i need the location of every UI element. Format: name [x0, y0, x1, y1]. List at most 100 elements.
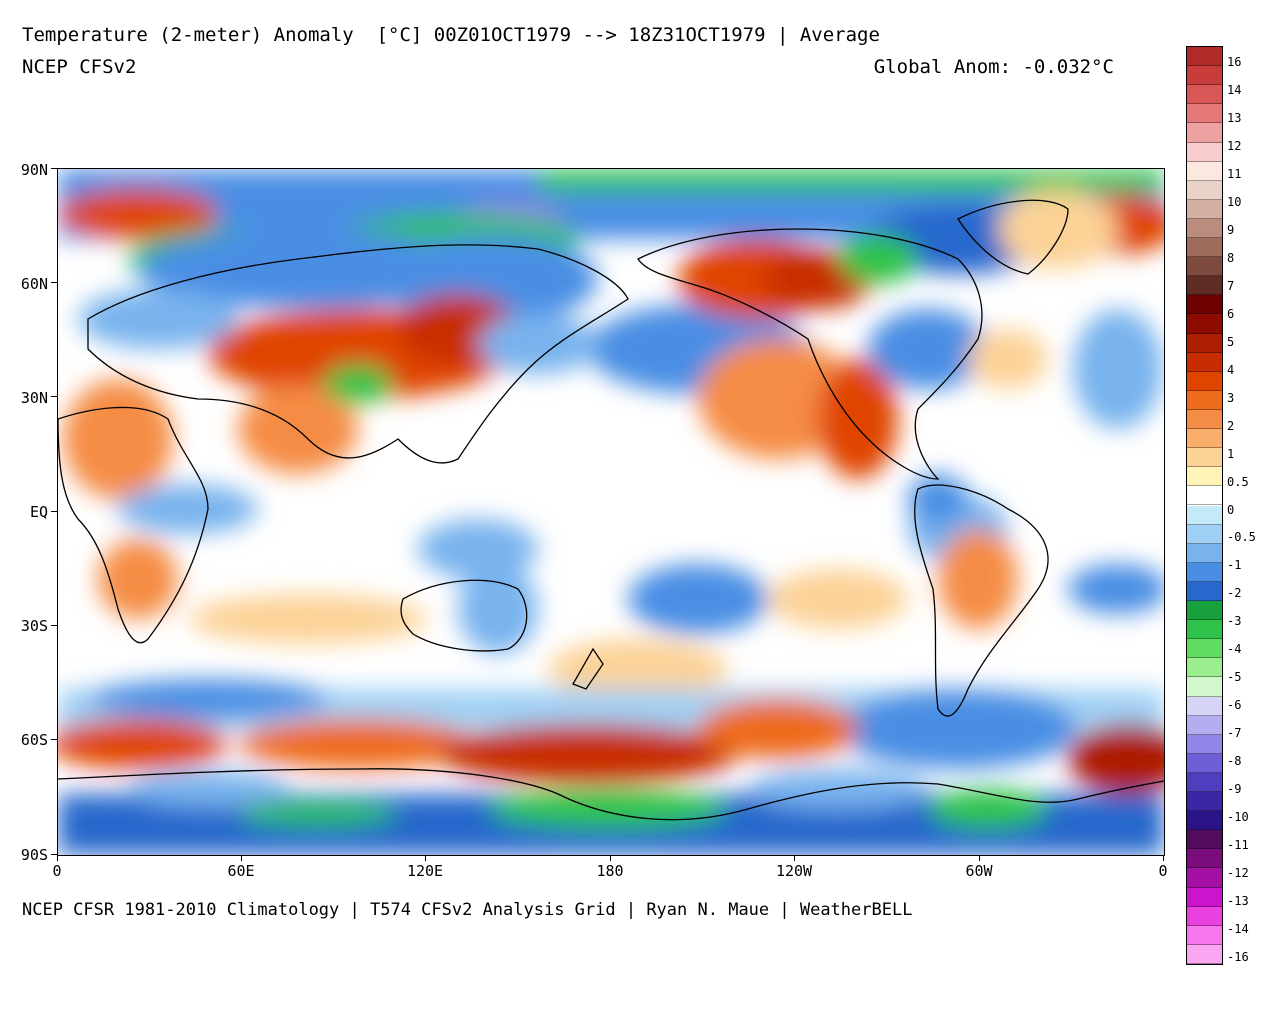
colorbar-swatch: [1187, 257, 1222, 277]
colorbar-label: -7: [1227, 726, 1242, 741]
colorbar-label: 13: [1227, 110, 1242, 125]
colorbar-swatch: [1187, 906, 1222, 926]
colorbar-swatch: [1187, 47, 1222, 67]
colorbar-swatch: [1187, 199, 1222, 219]
colorbar-swatch: [1187, 505, 1222, 525]
colorbar-label: -9: [1227, 782, 1242, 797]
colorbar-swatch: [1187, 486, 1222, 506]
colorbar-label: -10: [1227, 810, 1249, 825]
lat-tick: [51, 854, 57, 855]
lat-label-60s: 60S: [20, 731, 48, 749]
colorbar-label: 14: [1227, 82, 1242, 97]
model-name: NCEP CFSv2: [22, 56, 137, 78]
colorbar-swatch: [1187, 830, 1222, 850]
colorbar-label: 1: [1227, 446, 1235, 461]
colorbar-swatch: [1187, 944, 1222, 964]
lat-label-60n: 60N: [20, 275, 48, 293]
colorbar-swatch: [1187, 639, 1222, 659]
colorbar-label: -14: [1227, 922, 1249, 937]
colorbar-swatch: [1187, 849, 1222, 869]
colorbar-swatch: [1187, 601, 1222, 621]
lat-tick: [51, 511, 57, 512]
coastlines: [58, 199, 1164, 821]
colorbar-swatch: [1187, 543, 1222, 563]
colorbar-label: -13: [1227, 894, 1249, 909]
colorbar-swatch: [1187, 772, 1222, 793]
lon-label-60e: 60E: [227, 862, 255, 880]
lon-label-120e: 120E: [406, 862, 444, 880]
lat-label-30n: 30N: [20, 389, 48, 407]
colorbar-swatch: [1187, 677, 1222, 697]
colorbar-swatch: [1187, 734, 1222, 754]
lon-tick: [57, 855, 58, 861]
colorbar-swatch: [1187, 925, 1222, 945]
colorbar-label: 2: [1227, 418, 1235, 433]
colorbar-label: 10: [1227, 194, 1242, 209]
colorbar-swatch: [1187, 276, 1222, 296]
colorbar-label: 11: [1227, 166, 1242, 181]
lat-tick: [51, 625, 57, 626]
colorbar-swatch: [1187, 696, 1222, 716]
colorbar-swatch: [1187, 429, 1222, 449]
colorbar-swatch: [1187, 390, 1222, 410]
colorbar-swatch: [1187, 238, 1222, 258]
colorbar-swatch: [1187, 123, 1222, 143]
colorbar-swatch: [1187, 868, 1222, 888]
lon-label-60w: 60W: [965, 862, 993, 880]
colorbar-label: 3: [1227, 390, 1235, 405]
colorbar-label: 0: [1227, 502, 1235, 517]
colorbar: [1186, 46, 1223, 965]
colorbar-swatch: [1187, 715, 1222, 735]
colorbar-label: 12: [1227, 138, 1242, 153]
colorbar-swatch: [1187, 581, 1222, 601]
colorbar-swatch: [1187, 161, 1222, 181]
colorbar-label: -5: [1227, 670, 1242, 685]
lon-tick: [794, 855, 795, 861]
lon-label-120w: 120W: [775, 862, 813, 880]
colorbar-swatch: [1187, 180, 1222, 200]
colorbar-swatch: [1187, 314, 1222, 334]
colorbar-swatch: [1187, 524, 1222, 544]
lon-label-0-east: 0: [1158, 862, 1168, 880]
lon-tick: [979, 855, 980, 861]
colorbar-swatch: [1187, 85, 1222, 105]
lat-tick: [51, 282, 57, 283]
map-title: Temperature (2-meter) Anomaly [°C] 00Z01…: [22, 24, 880, 46]
colorbar-swatch: [1187, 620, 1222, 640]
colorbar-swatch: [1187, 467, 1222, 487]
colorbar-label: 8: [1227, 250, 1235, 265]
colorbar-label: 0.5: [1227, 474, 1249, 489]
colorbar-swatch: [1187, 66, 1222, 86]
lat-label-90n: 90N: [20, 161, 48, 179]
anomaly-field: [58, 169, 1164, 855]
anomaly-map: [57, 168, 1165, 856]
colorbar-swatch: [1187, 448, 1222, 468]
lat-label-eq: EQ: [29, 503, 48, 521]
colorbar-swatch: [1187, 792, 1222, 812]
lon-tick: [241, 855, 242, 861]
colorbar-swatch: [1187, 352, 1222, 372]
colorbar-swatch: [1187, 371, 1222, 391]
global-anomaly: Global Anom: -0.032°C: [873, 56, 1114, 78]
colorbar-label: 5: [1227, 334, 1235, 349]
lat-label-30s: 30S: [20, 617, 48, 635]
lon-label-180: 180: [596, 862, 624, 880]
colorbar-label: 16: [1227, 55, 1242, 69]
colorbar-label: -16: [1227, 950, 1249, 964]
colorbar-label: 4: [1227, 362, 1235, 377]
colorbar-label: -8: [1227, 754, 1242, 769]
colorbar-swatch: [1187, 658, 1222, 678]
lon-tick: [425, 855, 426, 861]
colorbar-swatch: [1187, 811, 1222, 831]
lat-tick: [51, 168, 57, 169]
colorbar-label: 9: [1227, 222, 1235, 237]
lat-tick: [51, 396, 57, 397]
lat-label-90s: 90S: [20, 846, 48, 864]
lon-tick: [1163, 855, 1164, 861]
colorbar-label: -3: [1227, 614, 1242, 629]
colorbar-label: -6: [1227, 698, 1242, 713]
colorbar-swatch: [1187, 887, 1222, 907]
colorbar-swatch: [1187, 333, 1222, 353]
colorbar-swatch: [1187, 753, 1222, 773]
colorbar-label: -2: [1227, 586, 1242, 601]
